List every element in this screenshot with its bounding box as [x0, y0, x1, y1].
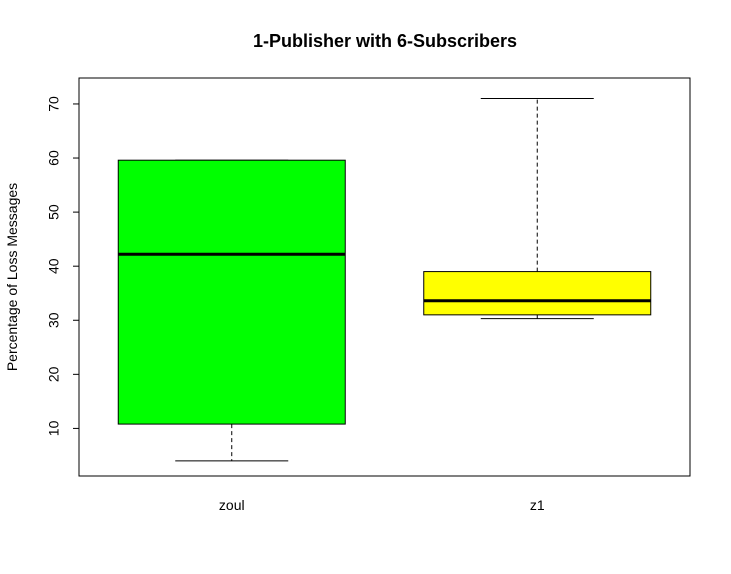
y-tick-label: 50 — [46, 204, 62, 220]
y-tick-label: 60 — [46, 150, 62, 166]
box-z1 — [423, 98, 652, 320]
box-zoul — [117, 159, 346, 462]
y-tick-label: 30 — [46, 312, 62, 328]
iqr-box — [423, 271, 652, 316]
y-tick-label: 20 — [46, 366, 62, 382]
y-axis-label: Percentage of Loss Messages — [4, 183, 20, 371]
y-tick-label: 40 — [46, 258, 62, 274]
x-tick-label: zoul — [219, 497, 245, 513]
x-tick-label: z1 — [530, 497, 545, 513]
y-tick-label: 10 — [46, 420, 62, 436]
y-tick-label: 70 — [46, 96, 62, 112]
y-axis-ticks: 10 20 30 40 50 60 70 — [46, 96, 79, 436]
x-axis-labels: zoul z1 — [219, 497, 545, 513]
iqr-box — [117, 159, 346, 425]
chart-title: 1-Publisher with 6-Subscribers — [253, 31, 517, 51]
boxes-group — [117, 98, 652, 462]
